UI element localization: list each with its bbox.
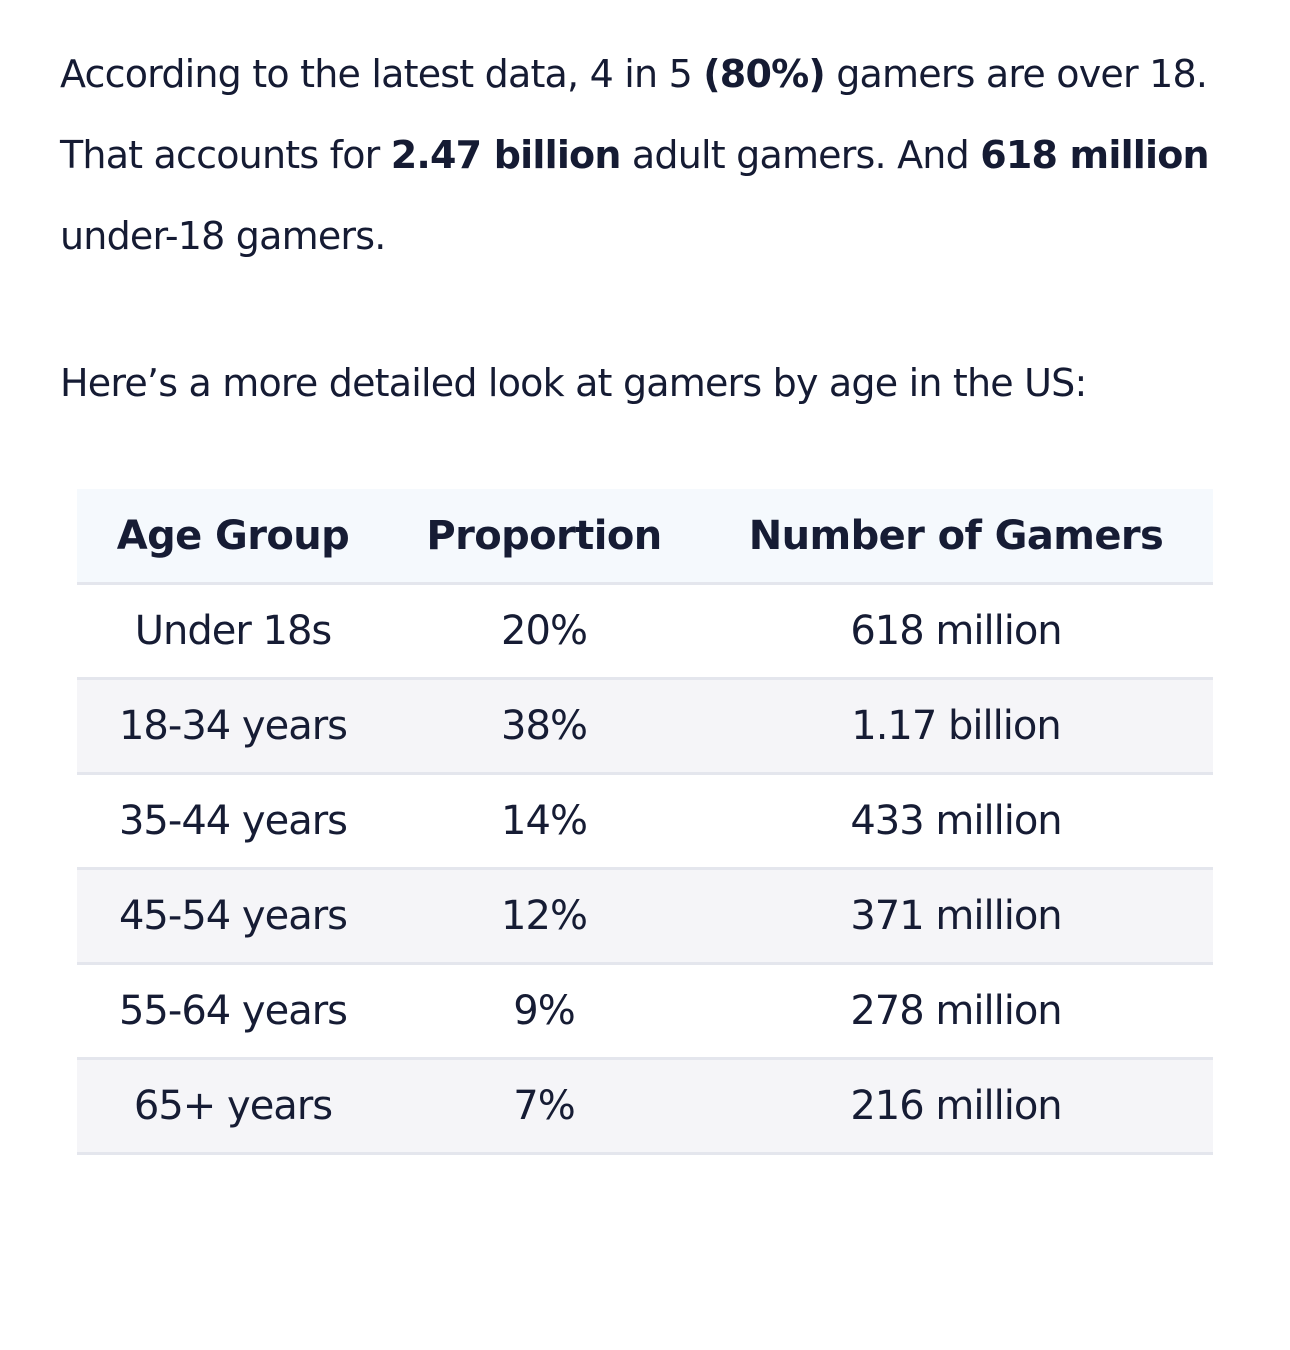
cell-number-of-gamers: 278 million (699, 963, 1213, 1060)
cell-proportion: 20% (389, 583, 699, 680)
cell-proportion: 14% (389, 773, 699, 870)
cell-proportion: 38% (389, 678, 699, 775)
intro-text-3: adult gamers. And (620, 133, 981, 177)
cell-age-group: 45-54 years (77, 868, 389, 965)
table-lead-paragraph: Here’s a more detailed look at gamers by… (60, 361, 1087, 405)
cell-proportion: 9% (389, 963, 699, 1060)
table-row: 65+ years 7% 216 million (77, 1058, 1213, 1155)
cell-age-group: 35-44 years (77, 773, 389, 870)
intro-highlight-percent: (80%) (703, 52, 826, 96)
intro-highlight-adult-count: 2.47 billion (390, 133, 622, 177)
table-row: 55-64 years 9% 278 million (77, 963, 1213, 1060)
intro-text-4: under-18 gamers. (60, 214, 386, 258)
intro-text-1: According to the latest data, 4 in 5 (60, 52, 704, 96)
cell-number-of-gamers: 1.17 billion (699, 678, 1213, 775)
cell-proportion: 12% (389, 868, 699, 965)
cell-proportion: 7% (389, 1058, 699, 1155)
intro-text-2: gamers are over 18. That accounts for (60, 52, 1208, 177)
header-age-group: Age Group (77, 489, 389, 585)
gamers-by-age-table: Age Group Proportion Number of Gamers Un… (77, 489, 1213, 1155)
cell-number-of-gamers: 371 million (699, 868, 1213, 965)
header-number-of-gamers: Number of Gamers (699, 489, 1213, 585)
cell-number-of-gamers: 216 million (699, 1058, 1213, 1155)
cell-age-group: 18-34 years (77, 678, 389, 775)
table-row: 35-44 years 14% 433 million (77, 773, 1213, 870)
cell-age-group: 55-64 years (77, 963, 389, 1060)
table-row: 45-54 years 12% 371 million (77, 868, 1213, 965)
cell-age-group: Under 18s (77, 583, 389, 680)
table-header-row: Age Group Proportion Number of Gamers (77, 489, 1213, 585)
table-row: 18-34 years 38% 1.17 billion (77, 678, 1213, 775)
intro-paragraph: According to the latest data, 4 in 5 (80… (60, 34, 1230, 277)
table-row: Under 18s 20% 618 million (77, 583, 1213, 680)
article-body: According to the latest data, 4 in 5 (80… (60, 34, 1230, 424)
intro-highlight-under18-count: 618 million (980, 133, 1209, 177)
cell-age-group: 65+ years (77, 1058, 389, 1155)
cell-number-of-gamers: 618 million (699, 583, 1213, 680)
cell-number-of-gamers: 433 million (699, 773, 1213, 870)
header-proportion: Proportion (389, 489, 699, 585)
